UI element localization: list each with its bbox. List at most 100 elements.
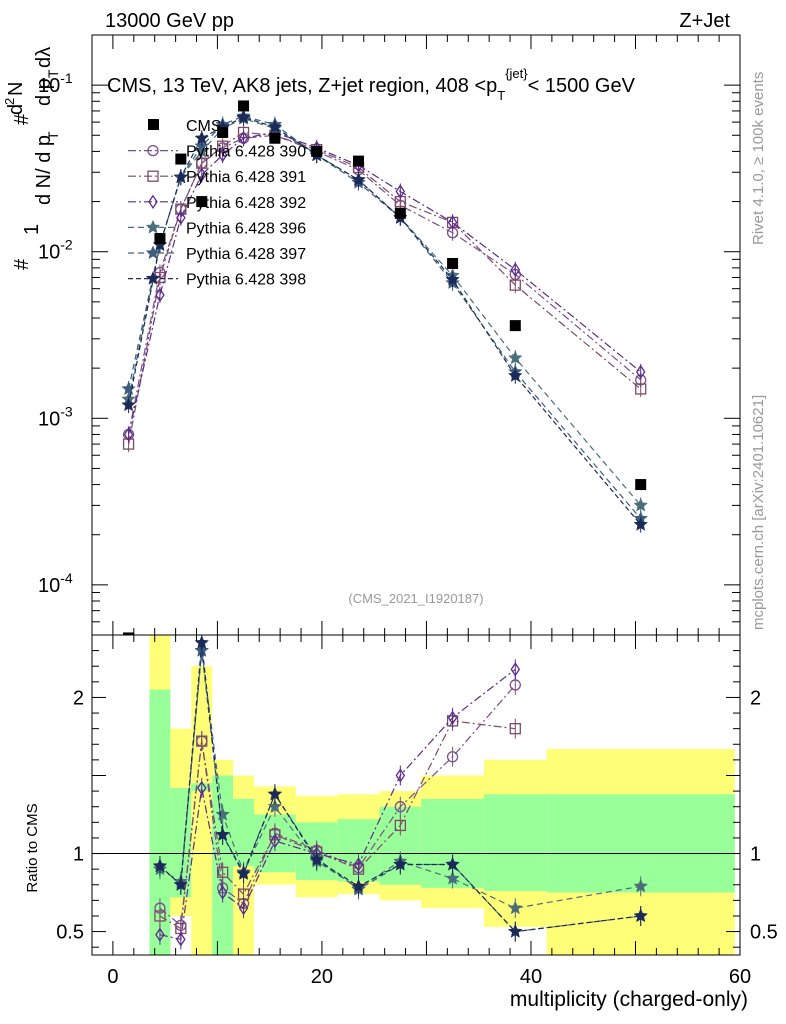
ratio-point [215, 806, 230, 821]
legend-label-data: CMS [186, 118, 222, 135]
ratio-point [194, 635, 210, 650]
ratio-point [353, 857, 364, 872]
ratio-point [176, 932, 186, 947]
ratio-point [309, 852, 325, 866]
data-point [353, 155, 365, 167]
legend-label: Pythia 6.428 398 [186, 272, 306, 289]
ratio-point [509, 723, 521, 735]
ylabel-d2N-sup: 2 [2, 98, 17, 105]
legend-marker [145, 219, 161, 234]
series-point [395, 184, 406, 199]
chart-title-tail: < 1500 GeV [528, 75, 636, 97]
legend-marker [145, 270, 161, 285]
legend-marker-data [148, 119, 159, 130]
ratio-series-5 [152, 635, 649, 942]
ratio-line-5 [159, 642, 641, 933]
x-tick-label: 40 [520, 966, 542, 988]
ratio-point [394, 819, 406, 832]
series-point [121, 397, 136, 412]
series-point [217, 147, 228, 163]
data-point [196, 196, 208, 208]
legend-label: Pythia 6.428 391 [186, 169, 306, 186]
series-point [445, 271, 460, 286]
analysis-id: (CMS_2021_I1920187) [348, 591, 483, 606]
data-point [311, 145, 323, 157]
ratio-point [267, 799, 283, 813]
ylabel-dlambda: dλ [33, 47, 55, 68]
y-tick-label-exp: -2 [60, 237, 73, 253]
ylabel-N: N [5, 82, 27, 96]
ratio-point [446, 751, 459, 763]
side-label-bottom: mcplots.cern.ch [arXiv:2401.10621] [750, 395, 767, 630]
ratio-point [215, 827, 230, 842]
ratio-point [395, 768, 406, 783]
chart-title-main: CMS, 13 TeV, AK8 jets, Z+jet region, 408… [107, 75, 497, 97]
ratio-point [394, 801, 406, 813]
legend-label: Pythia 6.428 396 [186, 220, 306, 237]
ratio-uncertainty-bands [149, 635, 735, 955]
ratio-point [507, 923, 523, 938]
ratio-point [238, 900, 249, 916]
data-point [635, 479, 647, 491]
ratio-point [633, 878, 649, 893]
data-point [447, 257, 459, 269]
data-point [509, 320, 521, 332]
ratio-point [445, 856, 460, 871]
x-tick-label: 0 [107, 966, 118, 988]
series-point [351, 172, 366, 187]
legend-label: Pythia 6.428 397 [186, 246, 306, 263]
legend-marker [145, 245, 161, 260]
band-inner-1 [170, 787, 192, 898]
ratio-frame [91, 634, 741, 956]
ratio-point [509, 679, 521, 691]
ratio-line-3 [159, 650, 641, 909]
x-tick-label: 20 [311, 966, 333, 988]
ratio-point [236, 866, 251, 881]
ratio-point [393, 856, 408, 871]
y-tick-label-main: 10-1 [38, 70, 73, 97]
ratio-point [633, 908, 649, 923]
ratio-point [196, 735, 208, 747]
ylabel-d2N: d [5, 104, 27, 115]
ratio-point [152, 858, 168, 873]
y-tick-label-exp: -1 [60, 70, 73, 86]
band-inner-0 [149, 689, 171, 955]
y-tick-label-base: 10 [38, 408, 60, 430]
x-axis-label: multiplicity (charged-only) [510, 988, 748, 1011]
ratio-line-2 [159, 668, 516, 941]
data-series [123, 100, 647, 635]
series-point [510, 262, 521, 277]
y-tick-label-main: 10-4 [38, 570, 73, 597]
series-point [238, 131, 249, 146]
ylabel-dpT-sub: T [45, 69, 61, 78]
data-point [238, 100, 250, 112]
y-tick-label-exp: -4 [60, 570, 73, 586]
data-point [269, 132, 281, 144]
data-point [394, 207, 406, 219]
series-point [507, 368, 523, 382]
y-tick-label-ratio-right: 0.5 [750, 922, 778, 944]
y-tick-label-ratio: 1 [73, 844, 84, 866]
legend-marker [148, 194, 158, 209]
band-inner-4 [233, 798, 254, 867]
series-point [267, 119, 283, 134]
main-panel-series [121, 100, 649, 635]
legend-marker [147, 144, 159, 157]
ratio-point [445, 870, 460, 885]
y-axis-label-main: # 1 d N/ d p T # d 2 N d p T dλ [2, 47, 61, 270]
series-point [635, 383, 647, 395]
header-process: Z+Jet [679, 10, 730, 32]
y-tick-label-base: 10 [38, 575, 60, 597]
ylabel-hash2: # [11, 113, 33, 125]
series-point [635, 364, 646, 380]
series-point [509, 279, 521, 291]
ratio-point [267, 786, 283, 801]
y-tick-label-ratio: 2 [73, 687, 84, 709]
band-inner-11 [546, 794, 735, 893]
chart-title-sup: {jet} [505, 66, 528, 81]
ratio-point [270, 833, 280, 849]
y-tick-label-ratio: 0.5 [56, 922, 84, 944]
legend: CMS Pythia 6.428 390 Pythia 6.428 391 Pythi… [128, 118, 306, 289]
ylabel-hash1: # [11, 258, 33, 270]
side-label-top: Rivet 4.1.0, ≥ 100k events [750, 72, 767, 245]
